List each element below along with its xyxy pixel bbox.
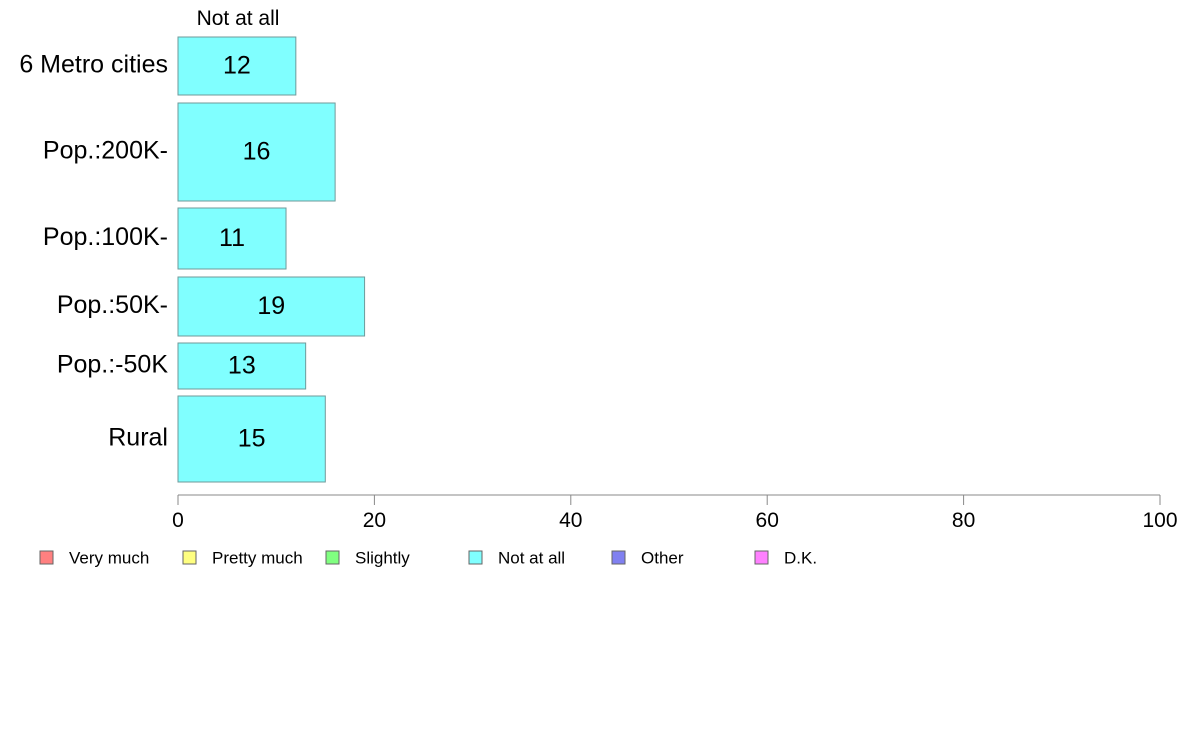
bar [177,102,336,202]
legend-item-label: Slightly [355,548,410,567]
legend-swatch [611,550,626,565]
x-tick-label: 80 [952,509,975,532]
bar-value-label: 15 [238,425,266,453]
legend-swatch [325,550,340,565]
bar-group: 12 16 11 19 13 15 [177,36,366,483]
legend-swatch [39,550,54,565]
bar [177,342,307,390]
category-label: Pop.:50K- [57,291,168,319]
bar [177,395,326,483]
category-label: Rural [108,424,168,452]
x-axis: 0 20 40 60 80 100 [172,494,1178,532]
x-tick-label: 20 [363,509,386,532]
x-tick-label: 40 [559,509,582,532]
bar-value-label: 19 [257,292,285,320]
x-tick-label: 0 [172,509,184,532]
bar-value-label: 11 [219,224,245,252]
bar [177,36,297,96]
x-tick-label: 100 [1142,509,1177,532]
category-label: Pop.:200K- [43,137,168,165]
x-tick-label: 60 [756,509,779,532]
legend-swatch [182,550,197,565]
category-labels: 6 Metro cities Pop.:200K- Pop.:100K- Pop.:5… [19,51,168,452]
bar [177,207,287,270]
legend-item-label: Pretty much [212,548,303,567]
bar-value-label: 16 [243,138,271,166]
legend-swatch [468,550,483,565]
legend-swatch [754,550,769,565]
column-header-label: Not at all [197,7,280,30]
legend-item-label: Very much [69,548,149,567]
category-label: 6 Metro cities [19,51,168,79]
category-label: Pop.:-50K [57,351,169,379]
legend-item-label: Not at all [498,548,565,567]
legend-item-label: D.K. [784,548,817,567]
bar [177,276,366,337]
bar-value-label: 13 [228,352,256,380]
legend: Very much Pretty much Slightly Not at all Ot… [39,548,817,567]
category-label: Pop.:100K- [43,223,168,251]
legend-item-label: Other [641,548,684,567]
bar-value-label: 12 [223,52,251,80]
